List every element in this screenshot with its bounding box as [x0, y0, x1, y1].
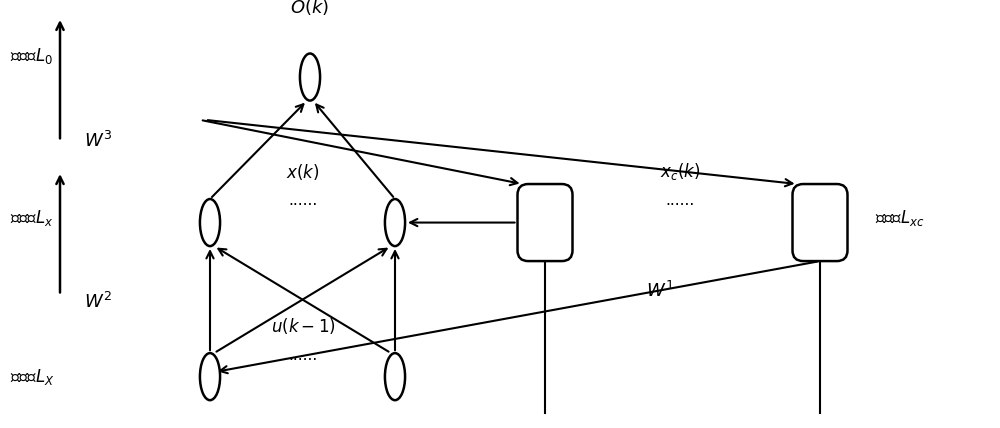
Text: $u(k-1)$: $u(k-1)$	[271, 316, 335, 336]
Text: ......: ......	[288, 348, 318, 363]
Text: 承接层$L_{xc}$: 承接层$L_{xc}$	[875, 208, 925, 228]
Text: $W^2$: $W^2$	[84, 292, 112, 312]
Text: $x(k)$: $x(k)$	[286, 162, 320, 182]
Ellipse shape	[200, 199, 220, 246]
Text: 输出层$L_0$: 输出层$L_0$	[10, 46, 53, 65]
Ellipse shape	[300, 54, 320, 101]
Text: ......: ......	[665, 193, 695, 208]
Text: 输入层$L_X$: 输入层$L_X$	[10, 367, 55, 386]
Text: $x_c(k)$: $x_c(k)$	[660, 161, 700, 182]
Ellipse shape	[385, 199, 405, 246]
Ellipse shape	[385, 353, 405, 400]
Text: 隐含层$L_x$: 隐含层$L_x$	[10, 208, 54, 228]
Text: $W^1$: $W^1$	[646, 281, 674, 301]
Text: $W^3$: $W^3$	[84, 131, 112, 151]
FancyBboxPatch shape	[792, 184, 848, 261]
Text: $O(k)$: $O(k)$	[290, 0, 330, 17]
Text: ......: ......	[288, 193, 318, 208]
FancyBboxPatch shape	[518, 184, 573, 261]
Ellipse shape	[200, 353, 220, 400]
